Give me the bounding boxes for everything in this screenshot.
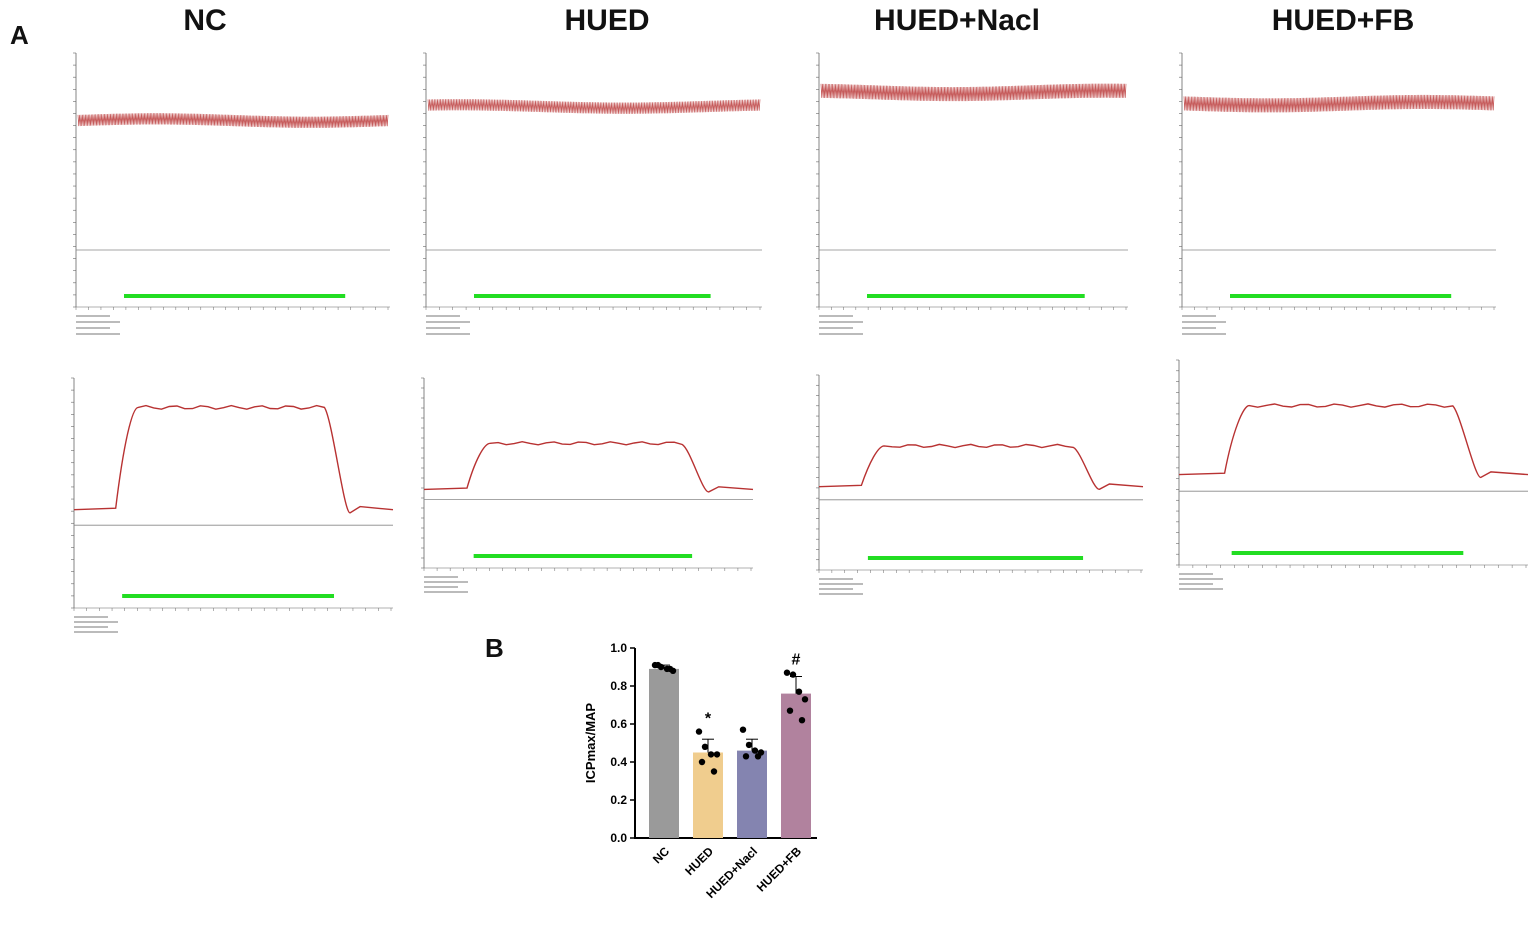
stimulation-bar [122,594,335,598]
y-tick-label: 1.0 [610,641,627,655]
info-text-line [819,593,863,595]
data-point [783,669,791,676]
data-point [751,747,759,754]
icp-trace-hued-nacl [816,374,1144,595]
icp-signal-line [1178,403,1529,479]
info-text-line [819,583,863,585]
map-trace-nc [73,52,390,335]
data-point [698,758,706,766]
data-point [713,751,721,758]
data-point [742,753,750,760]
y-tick-label: 0.2 [610,793,627,807]
data-point [654,661,662,669]
info-text-line [426,321,470,323]
info-text-line [76,315,110,317]
icp-map-bar-chart: ICPmax/MAP 0.0 0.2 0.4 0.6 0.8 1.0 NC * HUED HUED+… [583,641,817,901]
y-tick-label: 0.6 [610,717,627,731]
data-point [801,696,809,703]
icp-signal-line [818,443,1144,491]
y-tick-label: 0.4 [610,755,627,769]
map-trace-hued [423,52,762,335]
info-text-line [819,578,853,580]
data-point [795,688,803,695]
icp-trace-nc [71,377,394,633]
map-trace-hued-fb [1179,52,1496,335]
data-point [695,728,703,735]
info-text-line [1182,321,1226,323]
info-text-line [74,626,108,628]
info-text-line [819,588,853,590]
significance-marker: * [705,711,712,728]
group-title-nc: NC [183,4,227,37]
info-text-line [1179,588,1223,590]
info-text-line [819,321,863,323]
stimulation-bar [867,556,1084,560]
data-point [739,726,747,733]
group-title-hued-nacl: HUED+Nacl [874,4,1040,37]
info-text-line [426,315,460,317]
stimulation-bar [474,294,711,298]
data-point [701,743,709,750]
y-axis-label: ICPmax/MAP [583,703,598,784]
significance-marker: # [792,652,801,669]
info-text-line [1182,333,1226,335]
info-text-line [76,327,110,329]
info-text-line [424,591,468,593]
data-point [745,741,753,749]
info-text-line [819,315,853,317]
info-text-line [1179,573,1213,575]
map-signal-line [427,99,761,114]
data-point [789,671,797,678]
info-text-line [819,333,863,335]
data-point [666,665,674,673]
panel-b-label: B [485,633,504,663]
info-text-line [819,327,853,329]
info-text-line [426,333,470,335]
data-point [710,768,718,775]
data-point [798,717,806,724]
y-tick-label: 0.0 [610,831,627,845]
info-text-line [76,321,120,323]
x-tick-label: NC [650,844,672,866]
group-title-hued: HUED [564,4,650,37]
map-trace-hued-nacl [816,52,1128,335]
panel-a-label: A [10,20,29,50]
info-text-line [1179,578,1223,580]
info-text-line [74,616,108,618]
map-signal-line [1183,94,1495,113]
data-point [707,751,715,758]
x-tick-label: HUED [682,844,716,878]
stimulation-bar [1231,551,1464,555]
icp-signal-line [423,440,754,493]
info-text-line [426,327,460,329]
info-text-line [76,333,120,335]
icp-trace-hued-fb [1176,359,1529,590]
stimulation-bar [473,554,693,558]
info-text-line [424,576,458,578]
map-signal-line [820,83,1127,102]
data-point [754,753,762,760]
info-text-line [1182,327,1216,329]
stimulation-bar [1230,294,1452,298]
data-point [786,707,794,714]
info-text-line [1182,315,1216,317]
bar-hued [693,752,723,838]
y-tick-label: 0.8 [610,679,627,693]
group-title-hued-fb: HUED+FB [1271,4,1415,37]
info-text-line [1179,583,1213,585]
map-signal-line [77,113,389,128]
info-text-line [424,586,458,588]
bar-nc [649,668,679,838]
info-text-line [424,581,468,583]
icp-signal-line [73,404,394,514]
info-text-line [74,631,118,633]
info-text-line [74,621,118,623]
stimulation-bar [124,294,346,298]
x-tick-label: HUED+FB [754,844,804,894]
bar-hued-nacl [737,750,767,838]
bar-hued-fb [781,693,811,838]
stimulation-bar [867,294,1085,298]
icp-trace-hued [421,377,754,593]
